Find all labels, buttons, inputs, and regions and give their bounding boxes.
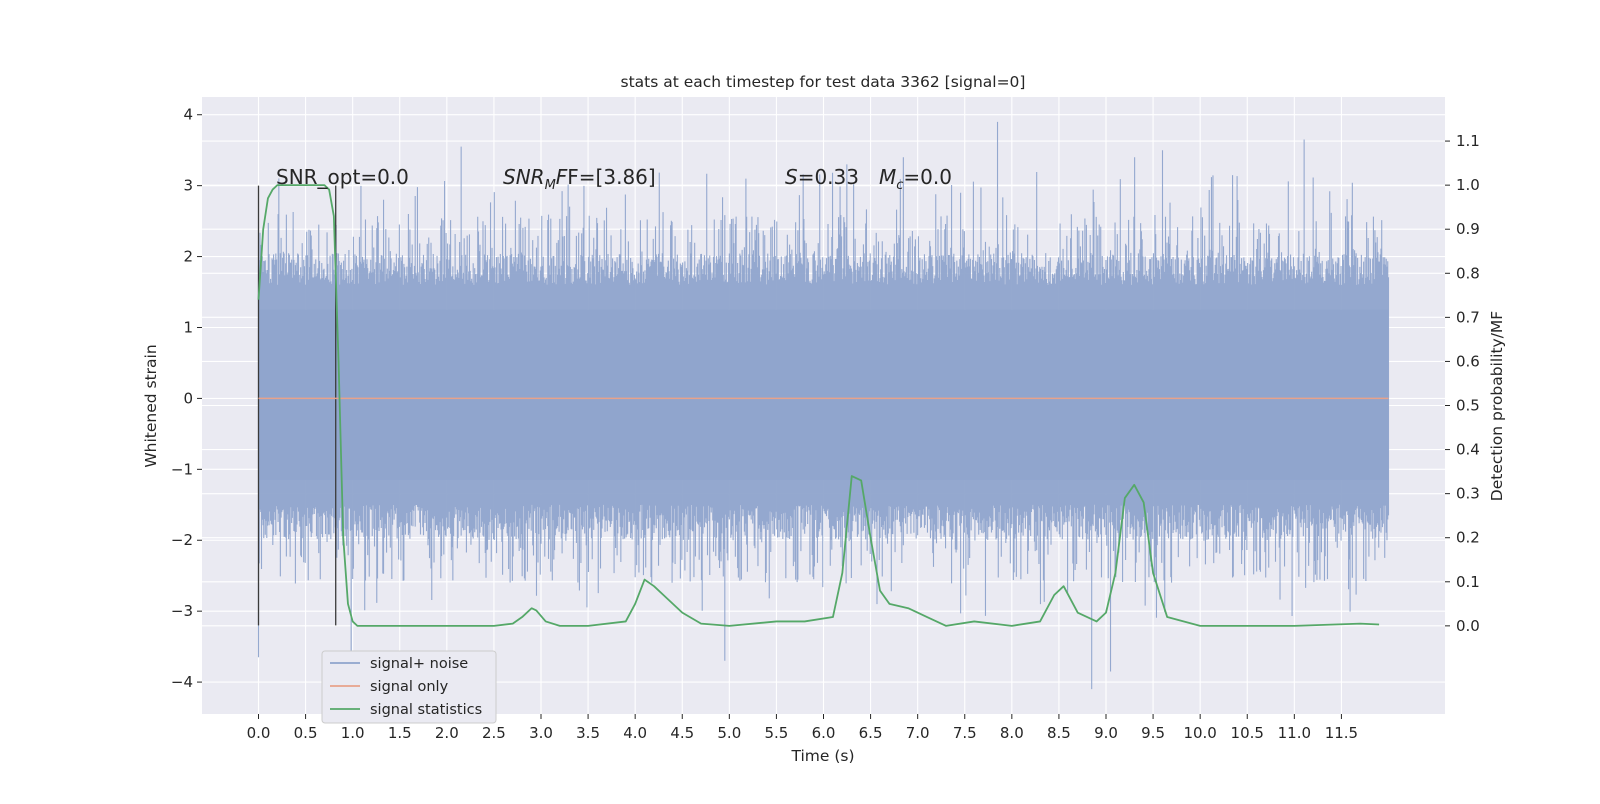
legend-label-signal-statistics: signal statistics	[370, 702, 482, 718]
x-tick-label: 8.5	[1047, 724, 1071, 742]
x-tick-label: 11.0	[1278, 724, 1311, 742]
y-tick-label: 3	[183, 177, 193, 195]
annotation-snr-mf-value: F=[3.86]	[567, 165, 655, 189]
y2-tick-label: 1.0	[1456, 176, 1480, 194]
x-tick-label: 1.0	[341, 724, 365, 742]
y-axis-label-right: Detection probability/MF	[1488, 311, 1506, 502]
x-tick-label: 3.0	[529, 724, 553, 742]
annotation-s-value: =0.33	[798, 165, 859, 189]
y-tick-label: −3	[171, 602, 193, 620]
x-tick-label: 11.5	[1325, 724, 1358, 742]
x-tick-label: 4.5	[670, 724, 694, 742]
x-tick-label: 6.5	[859, 724, 883, 742]
chart-title: stats at each timestep for test data 336…	[621, 73, 1026, 91]
signal-noise-series	[257, 121, 1390, 690]
legend-label-signal-noise: signal+ noise	[370, 656, 468, 672]
y2-tick-label: 0.4	[1456, 441, 1480, 459]
x-tick-label: 8.0	[1000, 724, 1024, 742]
annotation-snr-mf-prefix: SNR	[503, 165, 545, 189]
x-tick-label: 5.5	[764, 724, 788, 742]
x-tick-label: 2.0	[435, 724, 459, 742]
y-left-tick-labels: −4 −3 −2 −1 0 1 2 3 4	[171, 106, 202, 691]
signal-noise-core	[258, 309, 1389, 480]
annotation-mc-sub: c	[896, 178, 903, 193]
x-tick-label: 0.5	[294, 724, 318, 742]
y-tick-label: −2	[171, 531, 193, 549]
y2-tick-label: 0.8	[1456, 264, 1480, 282]
y2-tick-label: 0.3	[1456, 485, 1480, 503]
y-tick-label: −4	[171, 673, 193, 691]
x-tick-label: 0.0	[247, 724, 271, 742]
x-tick-label: 9.5	[1141, 724, 1165, 742]
x-tick-label: 2.5	[482, 724, 506, 742]
legend-box	[321, 650, 497, 724]
legend: signal+ noise signal only signal statist…	[321, 650, 497, 724]
signal-statistics-series	[257, 184, 1380, 627]
x-tick-label: 4.0	[623, 724, 647, 742]
annotation-snr-mf-sub: M	[545, 178, 556, 193]
y-tick-label: −1	[171, 460, 193, 478]
y-tick-label: 2	[183, 248, 193, 266]
y2-tick-label: 0.9	[1456, 220, 1480, 238]
annotation-s-symbol: S	[785, 165, 798, 189]
annotation-snr-mf: SNRMFF=[3.86]	[503, 165, 656, 193]
y-axis-label-left: Whitened strain	[142, 344, 160, 467]
y2-tick-label: 0.1	[1456, 573, 1480, 591]
y-tick-label: 0	[183, 389, 193, 407]
y-tick-label: 1	[183, 318, 193, 336]
x-tick-label: 9.0	[1094, 724, 1118, 742]
y2-tick-label: 0.7	[1456, 308, 1480, 326]
x-tick-labels: 0.0 0.5 1.0 1.5 2.0 2.5 3.0 3.5 4.0 4.5 5.0 5.5 6.0 6…	[247, 714, 1358, 742]
signal-statistics-line	[257, 184, 1380, 627]
annotation-snr-opt: SNR_opt=0.0	[276, 165, 409, 189]
x-tick-label: 1.5	[388, 724, 412, 742]
annotation-s: S=0.33	[785, 165, 859, 189]
x-tick-label: 7.5	[953, 724, 977, 742]
x-tick-label: 3.5	[576, 724, 600, 742]
y2-tick-label: 1.1	[1456, 132, 1480, 150]
annotation-snr-mf-f: F	[556, 165, 568, 189]
y2-tick-label: 0.5	[1456, 397, 1480, 415]
y2-tick-label: 0.0	[1456, 617, 1480, 635]
y-right-tick-labels: 0.0 0.1 0.2 0.3 0.4 0.5 0.6 0.7 0.8 0.9 1.0 1.1	[1445, 132, 1480, 635]
annotation-mc: Mc=0.0	[879, 165, 952, 193]
x-tick-label: 10.5	[1231, 724, 1264, 742]
y-tick-label: 4	[183, 106, 193, 124]
y2-tick-label: 0.2	[1456, 529, 1480, 547]
x-axis-label: Time (s)	[790, 747, 854, 765]
x-tick-label: 5.0	[717, 724, 741, 742]
annotation-mc-value: =0.0	[903, 165, 952, 189]
y2-tick-label: 0.6	[1456, 352, 1480, 370]
x-tick-label: 6.0	[812, 724, 836, 742]
x-tick-label: 10.0	[1183, 724, 1216, 742]
annotation-mc-symbol: M	[879, 165, 896, 189]
x-tick-label: 7.0	[906, 724, 930, 742]
legend-label-signal-only: signal only	[370, 679, 449, 695]
